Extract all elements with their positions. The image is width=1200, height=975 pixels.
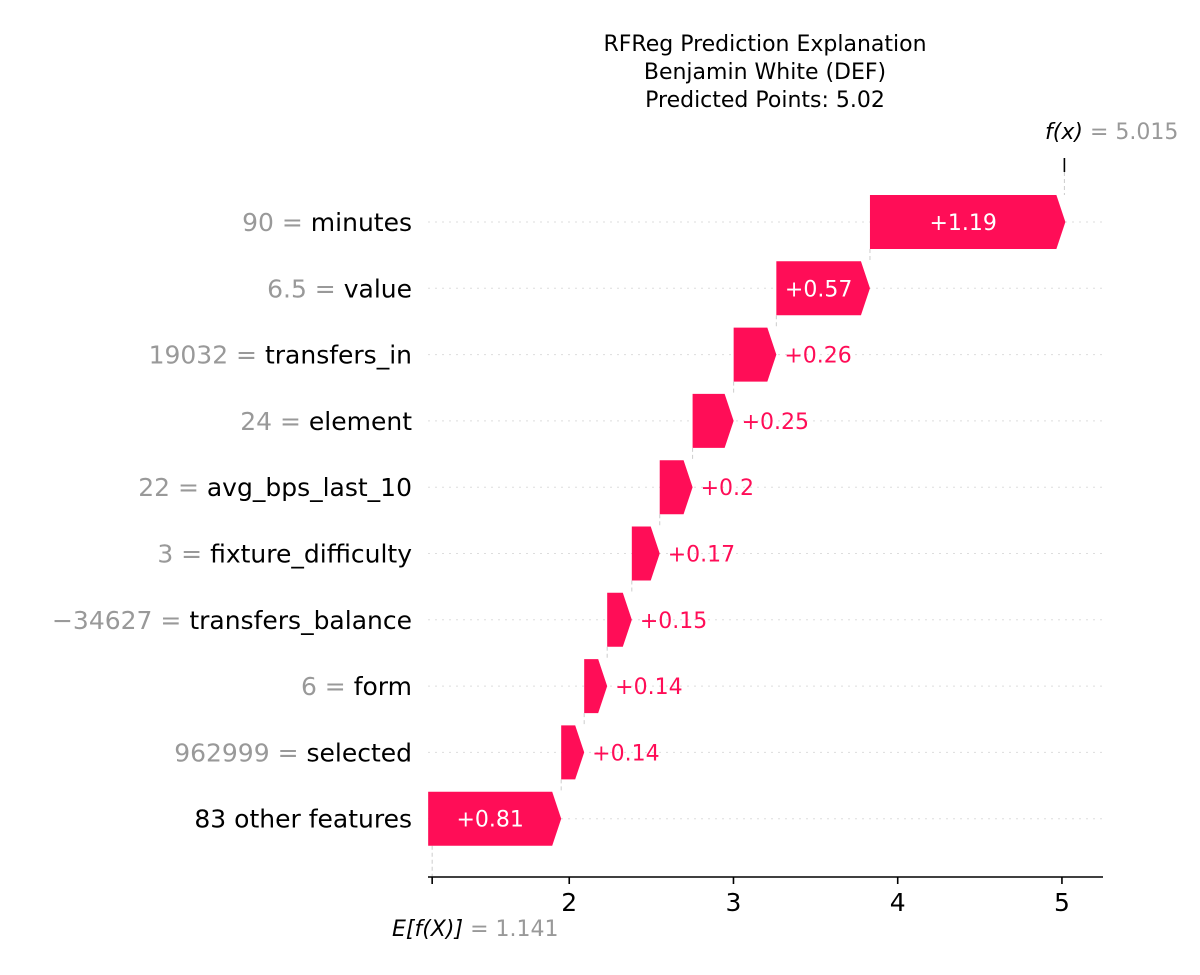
feature-name: avg_bps_last_10 bbox=[207, 473, 412, 502]
bar-value-label: +0.26 bbox=[784, 344, 851, 369]
feature-label: 6 = form bbox=[301, 672, 412, 701]
fx-value: = 5.015 bbox=[1089, 120, 1179, 145]
feature-value: 3 = bbox=[157, 540, 210, 569]
waterfall-bar bbox=[776, 261, 870, 316]
bar-value-label: +0.15 bbox=[640, 609, 707, 634]
feature-name: 83 other features bbox=[194, 805, 412, 834]
waterfall-bar bbox=[561, 725, 585, 780]
bar-value-label: +0.14 bbox=[592, 741, 659, 766]
feature-name: selected bbox=[306, 738, 412, 767]
base-value: = 1.141 bbox=[470, 917, 559, 942]
waterfall-bar bbox=[607, 592, 632, 647]
feature-value: 24 = bbox=[240, 407, 309, 436]
feature-label: 3 = fixture_difficulty bbox=[157, 540, 412, 569]
feature-value: 6 = bbox=[301, 672, 354, 701]
feature-name: value bbox=[344, 274, 412, 303]
feature-label: 24 = element bbox=[240, 407, 412, 436]
chart-title-line-3: Predicted Points: 5.02 bbox=[645, 88, 885, 113]
feature-value: 19032 = bbox=[149, 341, 265, 370]
chart-title-line-1: RFReg Prediction Explanation bbox=[603, 32, 927, 57]
feature-label: 6.5 = value bbox=[267, 274, 412, 303]
feature-name: transfers_in bbox=[265, 341, 412, 370]
waterfall-bar bbox=[733, 327, 777, 382]
feature-name: minutes bbox=[311, 208, 412, 237]
feature-label: 22 = avg_bps_last_10 bbox=[138, 473, 412, 502]
feature-value: 22 = bbox=[138, 473, 207, 502]
feature-name: fixture_difficulty bbox=[210, 540, 412, 569]
feature-label: 83 other features bbox=[194, 805, 412, 834]
x-tick-label: 2 bbox=[561, 888, 577, 917]
bar-value-label: +0.2 bbox=[701, 476, 754, 501]
bar-value-label: +0.25 bbox=[742, 410, 809, 435]
feature-label: −34627 = transfers_balance bbox=[52, 606, 412, 635]
bar-value-label: +0.81 bbox=[456, 808, 523, 833]
bar-value-label: +0.57 bbox=[785, 277, 852, 302]
waterfall-bar bbox=[869, 195, 1066, 249]
feature-value: 6.5 = bbox=[267, 274, 344, 303]
feature-label: 19032 = transfers_in bbox=[149, 341, 412, 370]
feature-label: 90 = minutes bbox=[242, 208, 412, 237]
bar-value-label: +0.14 bbox=[615, 675, 682, 700]
waterfall-bar bbox=[428, 791, 562, 846]
x-tick-label: 3 bbox=[726, 888, 742, 917]
waterfall-bar bbox=[692, 393, 734, 448]
x-tick-label: 5 bbox=[1054, 888, 1070, 917]
feature-name: element bbox=[309, 407, 412, 436]
feature-name: transfers_balance bbox=[189, 606, 412, 635]
feature-value: 90 = bbox=[242, 208, 311, 237]
feature-label: 962999 = selected bbox=[174, 738, 412, 767]
bar-value-label: +1.19 bbox=[929, 211, 996, 236]
bar-value-label: +0.17 bbox=[668, 543, 735, 568]
feature-name: form bbox=[354, 672, 412, 701]
fx-annotation: f(x) = 5.015 bbox=[1045, 120, 1178, 145]
fx-symbol: f(x) bbox=[1045, 120, 1083, 145]
base-symbol: E[f(X)] bbox=[392, 917, 464, 942]
base-value-annotation: E[f(X)] = 1.141 bbox=[392, 917, 558, 942]
waterfall-bar bbox=[584, 659, 608, 714]
chart-title-line-2: Benjamin White (DEF) bbox=[643, 60, 887, 85]
waterfall-bar bbox=[659, 460, 693, 515]
x-tick-label: 4 bbox=[890, 888, 906, 917]
waterfall-bar bbox=[631, 526, 660, 581]
feature-value: 962999 = bbox=[174, 738, 306, 767]
feature-value: −34627 = bbox=[52, 606, 189, 635]
